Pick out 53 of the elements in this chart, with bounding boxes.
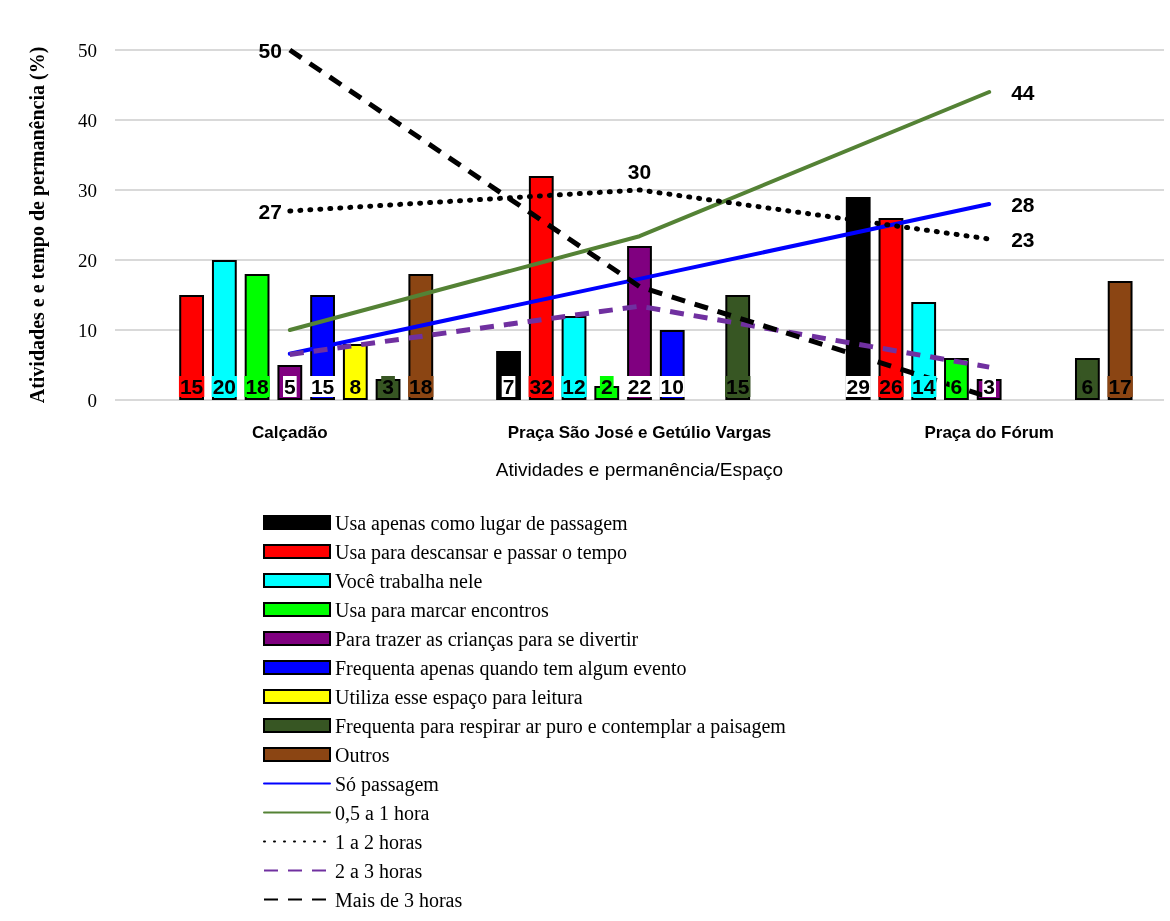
legend-label: 1 a 2 horas xyxy=(335,830,423,853)
y-tick-label: 10 xyxy=(78,319,97,341)
data-label: 15 xyxy=(179,375,204,398)
data-label: 10 xyxy=(660,375,684,398)
legend-label: Outros xyxy=(335,743,390,766)
data-label: 18 xyxy=(245,375,270,398)
data-label: 17 xyxy=(1108,375,1132,398)
legend-label: Só passagem xyxy=(335,772,440,796)
data-label: 30 xyxy=(627,160,652,183)
y-tick-label: 30 xyxy=(78,179,97,201)
x-axis-title: Atividades e permanência/Espaço xyxy=(495,459,784,480)
data-label: 6 xyxy=(950,375,963,398)
legend-label: Mais de 3 horas xyxy=(335,888,463,911)
data-label: 32 xyxy=(529,375,553,398)
data-label: 28 xyxy=(1011,192,1035,216)
legend-label: Frequenta apenas quando tem algum evento xyxy=(335,656,687,680)
legend-label: 2 a 3 horas xyxy=(335,859,423,882)
data-label: 14 xyxy=(912,375,936,398)
x-tick-label: Calçadão xyxy=(252,423,328,442)
data-label: 3 xyxy=(983,375,996,398)
data-label: 44 xyxy=(1011,80,1035,104)
data-label: 8 xyxy=(349,375,362,398)
x-tick-label: Praça São José e Getúlio Vargas xyxy=(507,423,772,442)
legend-label: Frequenta para respirar ar puro e contemplar a paisagem xyxy=(335,714,787,738)
y-axis-title: Atividades e e tempo de permanência (%) xyxy=(26,46,49,404)
data-label: 15 xyxy=(726,375,750,398)
data-label: 26 xyxy=(879,375,903,398)
data-label: 29 xyxy=(846,375,870,398)
data-label: 20 xyxy=(212,375,237,398)
data-label: 23 xyxy=(1011,227,1035,251)
data-label: 22 xyxy=(627,375,652,398)
x-tick-label: Praça do Fórum xyxy=(924,423,1054,442)
data-label: 5 xyxy=(283,375,296,398)
y-tick-label: 50 xyxy=(78,39,97,61)
y-tick-label: 20 xyxy=(78,249,97,271)
legend-label: Usa apenas como lugar de passagem xyxy=(335,511,629,535)
data-label: 50 xyxy=(258,38,282,62)
data-label: 15 xyxy=(310,375,335,398)
data-label: 3 xyxy=(382,375,394,398)
legend-label: Usa para marcar encontros xyxy=(335,598,549,622)
data-label: 18 xyxy=(409,375,433,398)
data-label: 6 xyxy=(1081,375,1094,398)
y-tick-label: 0 xyxy=(87,389,97,411)
legend-label: Usa para descansar e passar o tempo xyxy=(335,540,628,564)
legend-label: Utiliza esse espaço para leitura xyxy=(335,685,583,709)
legend-label: 0,5 a 1 hora xyxy=(335,801,430,824)
data-label: 7 xyxy=(502,375,515,398)
legend-label: Para trazer as crianças para se divertir xyxy=(335,627,639,651)
data-label: 27 xyxy=(258,199,282,223)
data-label: 12 xyxy=(562,375,586,398)
legend-label: Você trabalha nele xyxy=(335,569,483,592)
y-tick-label: 40 xyxy=(78,109,97,131)
data-label: 2 xyxy=(600,375,613,398)
